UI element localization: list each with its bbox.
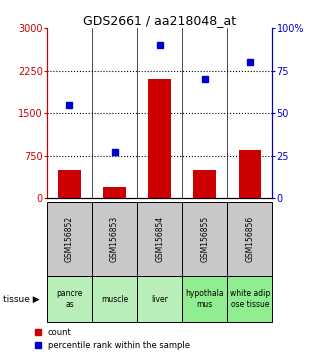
Title: GDS2661 / aa218048_at: GDS2661 / aa218048_at bbox=[83, 14, 236, 27]
Bar bbox=[103, 187, 126, 198]
Text: white adip
ose tissue: white adip ose tissue bbox=[230, 290, 270, 309]
Bar bbox=[92, 276, 137, 322]
Text: GSM156853: GSM156853 bbox=[110, 216, 119, 262]
Text: pancre
as: pancre as bbox=[56, 290, 83, 309]
Bar bbox=[47, 202, 92, 276]
Bar bbox=[182, 202, 227, 276]
Legend: count, percentile rank within the sample: count, percentile rank within the sample bbox=[35, 328, 190, 350]
Bar bbox=[193, 170, 216, 198]
Bar bbox=[239, 150, 261, 198]
Bar bbox=[92, 202, 137, 276]
Text: GSM156855: GSM156855 bbox=[200, 216, 209, 262]
Bar bbox=[58, 170, 81, 198]
Bar bbox=[137, 276, 182, 322]
Bar bbox=[47, 276, 92, 322]
Bar bbox=[137, 202, 182, 276]
Text: muscle: muscle bbox=[101, 295, 128, 304]
Text: GSM156854: GSM156854 bbox=[155, 216, 164, 262]
Bar bbox=[148, 79, 171, 198]
Bar bbox=[227, 202, 272, 276]
Bar bbox=[182, 276, 227, 322]
Text: hypothala
mus: hypothala mus bbox=[185, 290, 224, 309]
Bar bbox=[227, 276, 272, 322]
Text: GSM156856: GSM156856 bbox=[245, 216, 254, 262]
Text: liver: liver bbox=[151, 295, 168, 304]
Text: GSM156852: GSM156852 bbox=[65, 216, 74, 262]
Text: tissue ▶: tissue ▶ bbox=[3, 295, 40, 304]
